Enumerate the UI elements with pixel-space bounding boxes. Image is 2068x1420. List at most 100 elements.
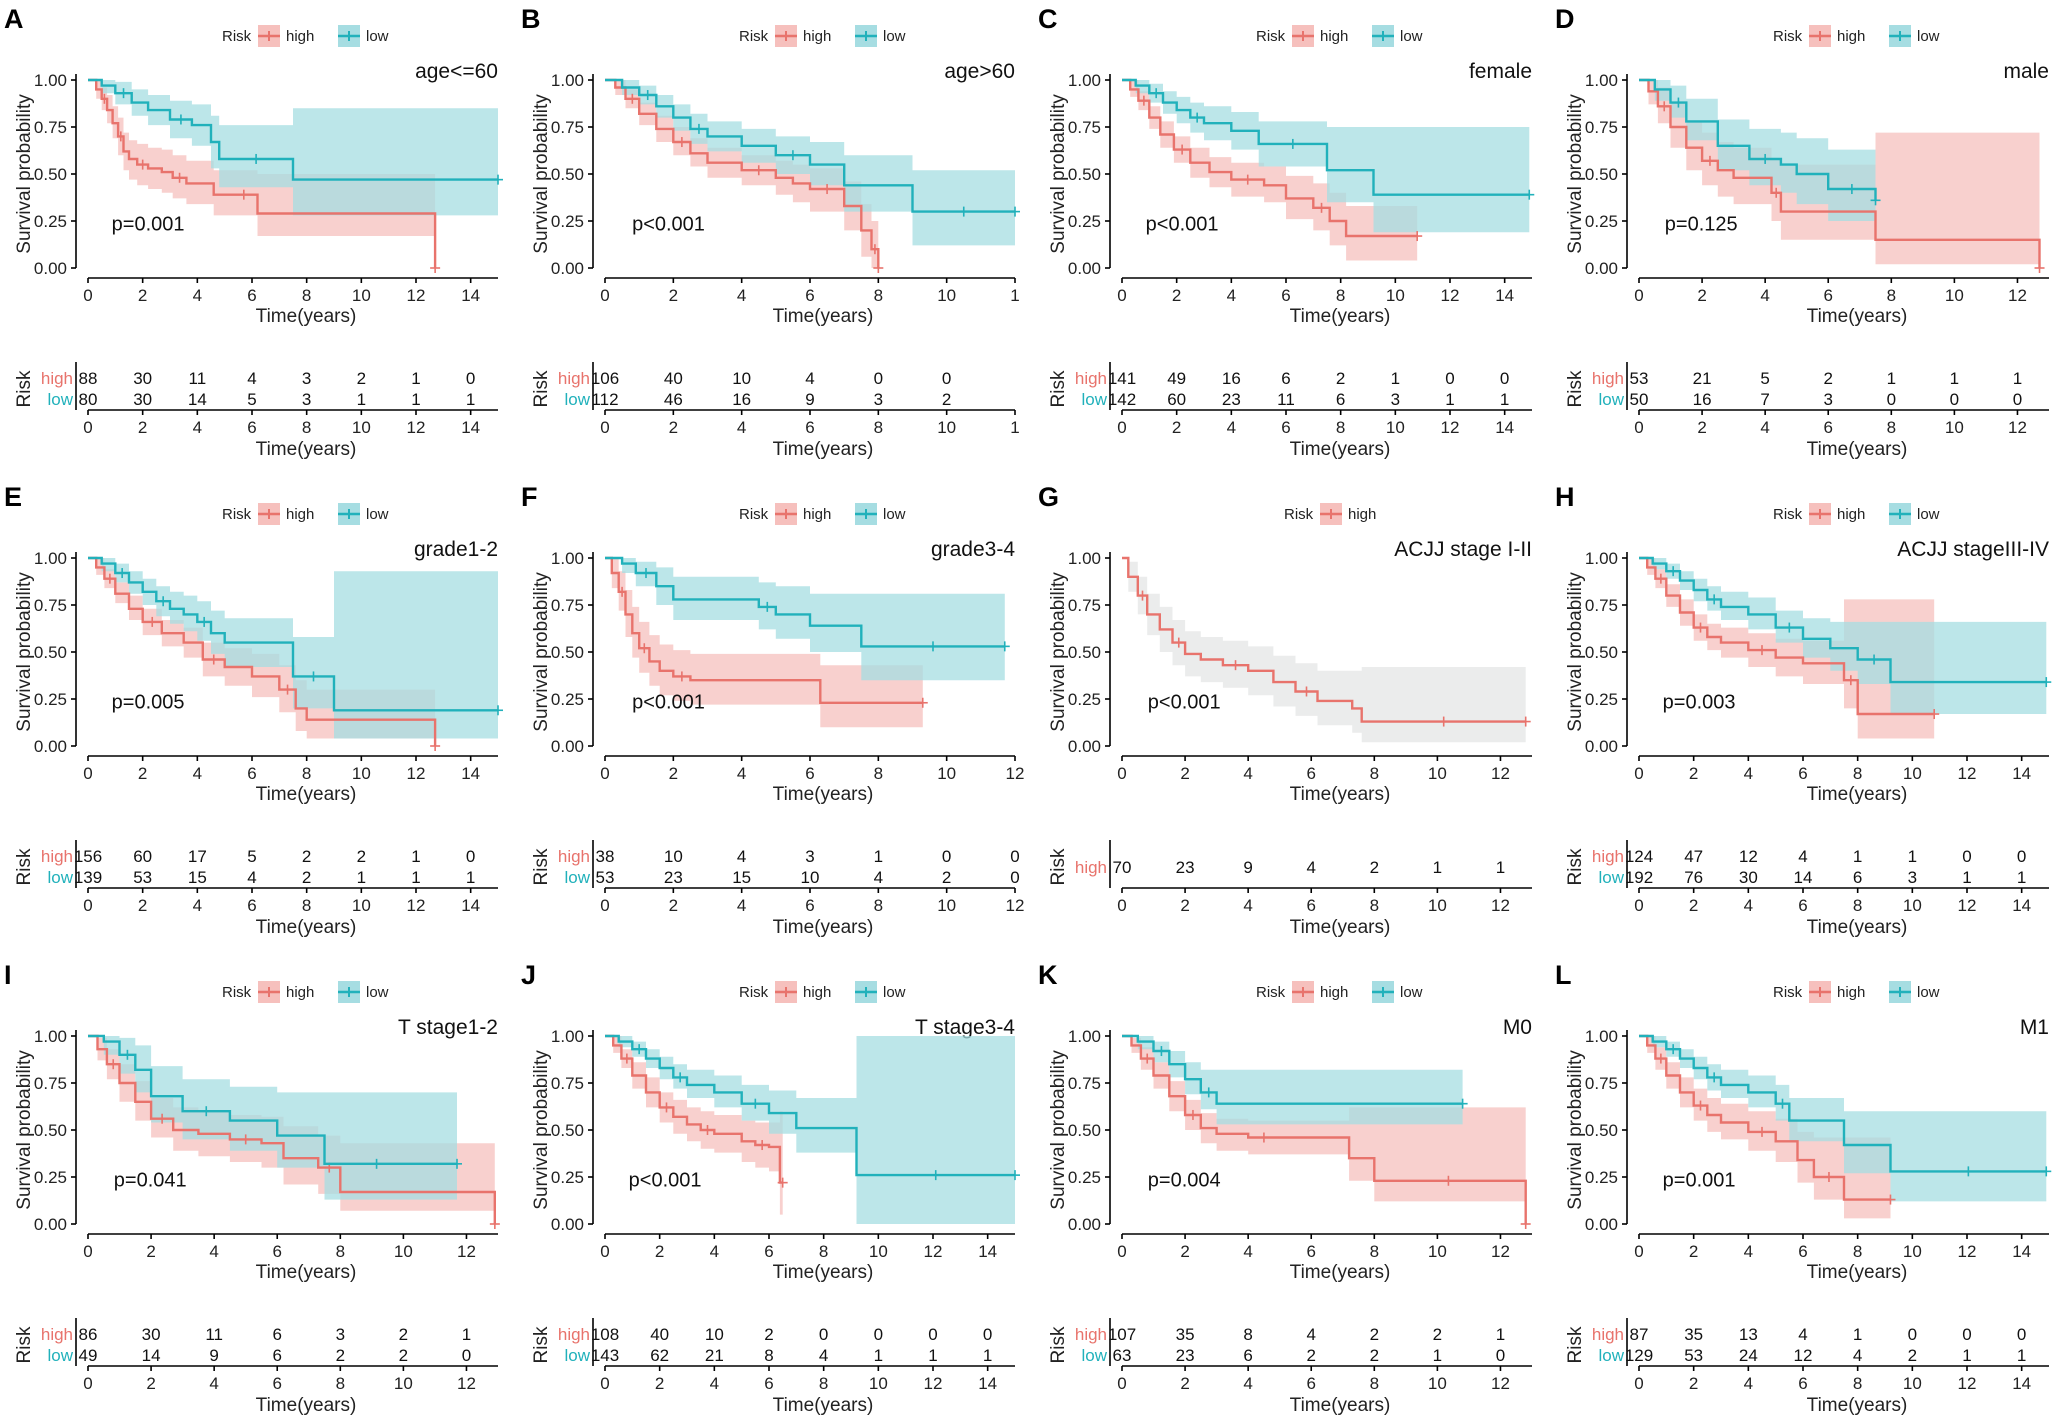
- risk-count: 1: [1853, 847, 1862, 866]
- y-tick-label: 1.00: [1068, 549, 1101, 568]
- legend-title: Risk: [739, 28, 769, 45]
- legend-title: Risk: [1773, 506, 1803, 523]
- x-tick-label: 6: [247, 286, 256, 305]
- y-tick-label: 0.00: [1585, 1215, 1618, 1234]
- x-tick-label: 12: [1491, 764, 1510, 783]
- x-tick-label: 12: [924, 1242, 943, 1261]
- risk-count: 14: [142, 1346, 161, 1365]
- legend-label-low: low: [1917, 506, 1940, 523]
- y-tick-label: 1.00: [551, 71, 584, 90]
- risk-x-tick-label: 4: [193, 418, 202, 437]
- y-tick-label: 0.00: [34, 737, 67, 756]
- risk-count: 15: [188, 868, 207, 887]
- p-value: p=0.003: [1663, 691, 1736, 713]
- risk-x-axis-title: Time(years): [773, 1395, 874, 1416]
- risk-count: 4: [247, 369, 256, 388]
- y-tick-label: 0.25: [551, 1168, 584, 1187]
- panel-letter: L: [1555, 960, 1572, 990]
- x-tick-label: 0: [1117, 764, 1126, 783]
- risk-x-tick-label: 10: [1903, 1374, 1922, 1393]
- x-tick-label: 2: [1180, 764, 1189, 783]
- risk-count: 6: [1336, 390, 1345, 409]
- risk-count: 46: [664, 390, 683, 409]
- x-tick-label: 4: [1243, 764, 1252, 783]
- panel-letter: A: [4, 4, 24, 34]
- risk-count: 0: [2013, 390, 2022, 409]
- x-tick-label: 6: [247, 764, 256, 783]
- x-tick-label: 10: [352, 764, 371, 783]
- ci-band-high: [1639, 558, 1935, 739]
- risk-count: 5: [247, 847, 256, 866]
- risk-row-label-low: low: [1598, 390, 1624, 409]
- y-axis-title: Survival probability: [1048, 94, 1069, 254]
- legend-label-low: low: [883, 984, 906, 1001]
- risk-count: 1: [2017, 868, 2026, 887]
- subtitle: T stage1-2: [398, 1016, 498, 1039]
- y-tick-label: 0.25: [1068, 212, 1101, 231]
- subtitle: ACJJ stage I-II: [1394, 538, 1532, 561]
- risk-x-tick-label: 10: [937, 896, 956, 915]
- panel-d: D Risk high low male 0.00 0.25 0.50 0.75 1.00 0 2 4 6…: [1555, 4, 2049, 460]
- km-curve-high: [88, 556, 437, 746]
- risk-count: 1: [1496, 858, 1505, 877]
- risk-count: 2: [1370, 858, 1379, 877]
- subtitle: female: [1469, 60, 1532, 83]
- risk-count: 0: [874, 1325, 883, 1344]
- risk-count: 0: [1908, 1325, 1917, 1344]
- x-tick-label: 2: [669, 764, 678, 783]
- x-tick-label: 12: [1958, 764, 1977, 783]
- risk-count: 1: [1433, 858, 1442, 877]
- risk-x-tick-label: 14: [978, 1374, 997, 1393]
- km-curve-low: [88, 556, 498, 712]
- risk-count: 1: [1962, 1346, 1971, 1365]
- legend-title: Risk: [739, 984, 769, 1001]
- y-tick-label: 0.75: [551, 118, 584, 137]
- ci-band-low: [1639, 558, 2047, 714]
- ci-band-high: [1122, 1036, 1526, 1224]
- x-tick-label: 6: [1306, 764, 1315, 783]
- y-tick-label: 0.50: [1068, 1121, 1101, 1140]
- y-tick-label: 0.75: [1585, 596, 1618, 615]
- panel-letter: F: [521, 482, 538, 512]
- risk-x-axis-title: Time(years): [256, 1395, 357, 1416]
- x-tick-label: 6: [272, 1242, 281, 1261]
- risk-x-tick-label: 0: [1117, 1374, 1126, 1393]
- x-axis-title: Time(years): [1807, 784, 1908, 805]
- risk-row-label-low: low: [564, 1346, 590, 1365]
- y-tick-label: 0.00: [551, 259, 584, 278]
- risk-row-label-low: low: [47, 868, 73, 887]
- risk-count: 0: [942, 847, 951, 866]
- panel-letter: B: [521, 4, 541, 34]
- risk-count: 10: [732, 369, 751, 388]
- panel-letter: G: [1038, 482, 1059, 512]
- risk-count: 141: [1108, 369, 1136, 388]
- risk-x-tick-label: 6: [1306, 896, 1315, 915]
- legend-label-high: high: [1837, 984, 1865, 1001]
- km-curve-low: [88, 78, 498, 181]
- risk-x-tick-label: 0: [600, 418, 609, 437]
- x-tick-label: 0: [1634, 764, 1643, 783]
- risk-x-tick-label: 6: [805, 896, 814, 915]
- risk-row-label-high: high: [558, 1325, 590, 1344]
- risk-count: 0: [942, 369, 951, 388]
- risk-count: 1: [874, 1346, 883, 1365]
- legend-label-high: high: [286, 506, 314, 523]
- risk-row-label-high: high: [558, 369, 590, 388]
- risk-count: 2: [942, 390, 951, 409]
- x-tick-label: 2: [669, 286, 678, 305]
- y-tick-label: 0.50: [1585, 1121, 1618, 1140]
- km-curve-low: [605, 1034, 1015, 1177]
- km-curve-high: [605, 78, 880, 268]
- y-tick-label: 1.00: [34, 549, 67, 568]
- y-tick-label: 0.00: [1068, 259, 1101, 278]
- risk-x-tick-label: 10: [394, 1374, 413, 1393]
- risk-count: 23: [1176, 858, 1195, 877]
- panel-i: I Risk high low T stage1-2 0.00 0.25 0.50 0.75 1.…: [4, 960, 500, 1416]
- risk-row-label-low: low: [47, 390, 73, 409]
- y-tick-label: 0.00: [34, 1215, 67, 1234]
- risk-y-axis-title: Risk: [1565, 1326, 1586, 1363]
- risk-x-tick-label: 8: [1887, 418, 1896, 437]
- risk-count: 2: [357, 847, 366, 866]
